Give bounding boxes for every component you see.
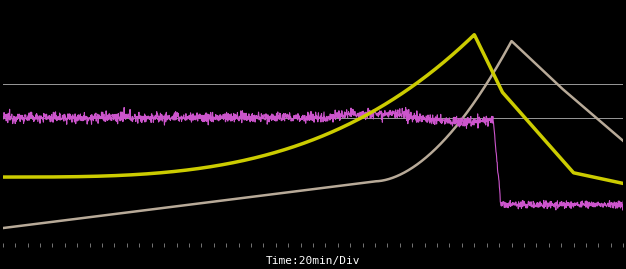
X-axis label: Time:20min/Div: Time:20min/Div: [266, 256, 360, 266]
